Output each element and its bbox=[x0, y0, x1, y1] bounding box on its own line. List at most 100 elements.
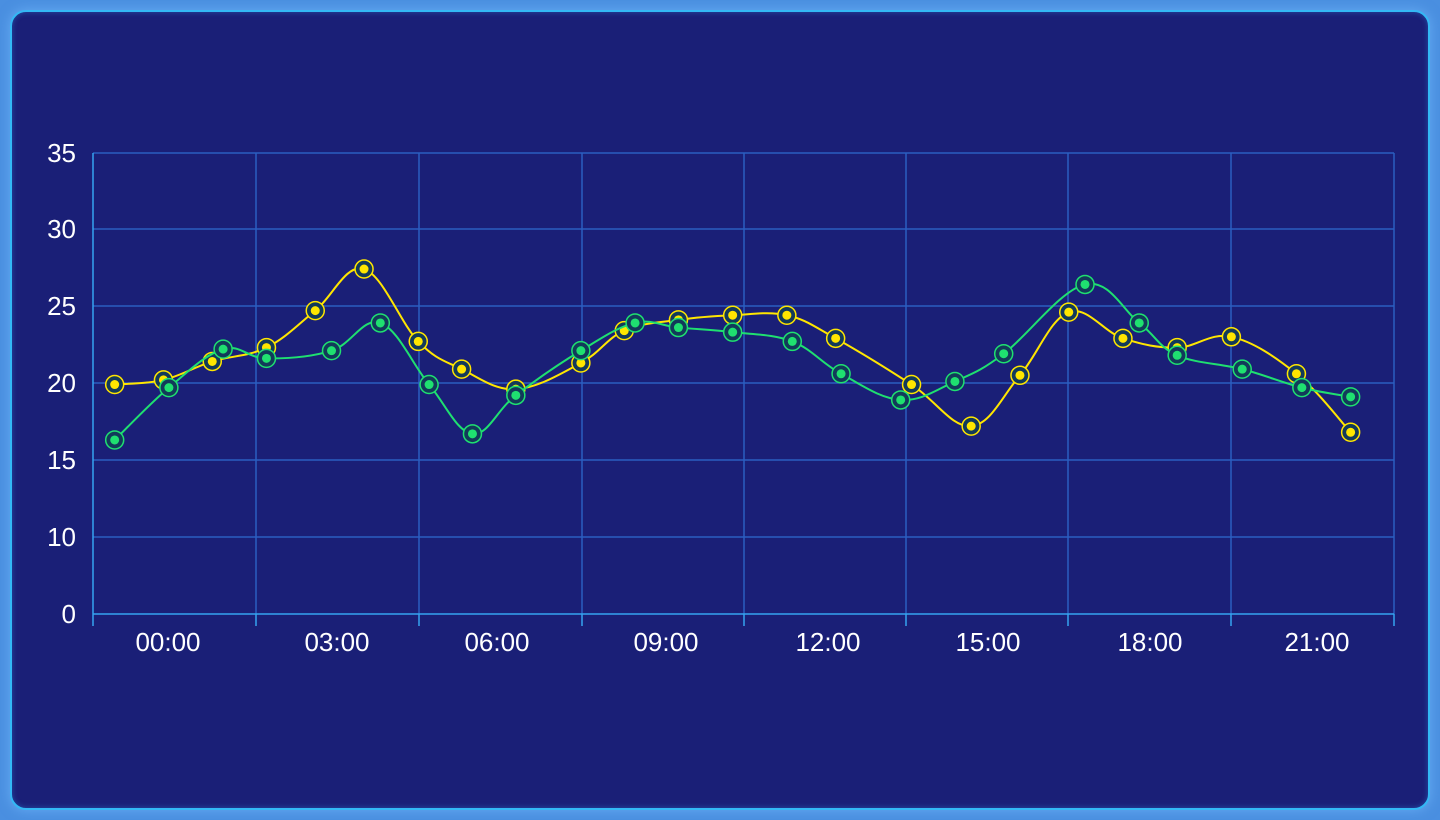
data-point[interactable] bbox=[104, 374, 125, 395]
data-point[interactable] bbox=[256, 348, 277, 369]
data-point-dot bbox=[359, 264, 369, 274]
data-point-dot bbox=[310, 306, 320, 316]
data-point[interactable] bbox=[506, 385, 526, 406]
data-point-dot bbox=[110, 435, 120, 445]
y-tick-label: 20 bbox=[47, 368, 76, 398]
data-point-dot bbox=[218, 344, 228, 354]
data-point-dot bbox=[728, 327, 738, 337]
x-axis-tick-labels: 00:00 03:00 06:00 09:00 12:00 15:00 18:00 21:00 bbox=[135, 627, 1349, 657]
data-point[interactable] bbox=[1292, 377, 1312, 398]
x-tick-label: 12:00 bbox=[795, 627, 860, 657]
y-tick-label: 15 bbox=[47, 445, 76, 475]
data-point[interactable] bbox=[722, 305, 743, 325]
y-tick-label: 10 bbox=[47, 522, 76, 552]
data-point-dot bbox=[787, 336, 797, 346]
data-point-dot bbox=[831, 333, 841, 343]
data-point[interactable] bbox=[825, 328, 846, 349]
series-line bbox=[114, 267, 1352, 433]
y-tick-label: 0 bbox=[62, 599, 76, 629]
data-point-dot bbox=[576, 346, 586, 356]
data-point-dot bbox=[1080, 279, 1090, 289]
data-point[interactable] bbox=[1232, 359, 1252, 379]
data-point-dot bbox=[327, 346, 337, 356]
data-point[interactable] bbox=[419, 374, 439, 395]
data-point-dot bbox=[1015, 370, 1025, 380]
y-tick-label: 35 bbox=[47, 138, 76, 168]
data-point-dot bbox=[467, 429, 477, 439]
data-point[interactable] bbox=[321, 340, 342, 361]
x-tick-label: 21:00 bbox=[1284, 627, 1349, 657]
data-point-dot bbox=[164, 383, 174, 393]
data-point-dot bbox=[1134, 318, 1144, 328]
data-point-dot bbox=[511, 390, 521, 400]
data-point-dot bbox=[1118, 333, 1128, 343]
data-point-dot bbox=[1226, 332, 1236, 342]
data-point-dot bbox=[896, 395, 906, 405]
data-point-dot bbox=[375, 318, 385, 328]
data-point[interactable] bbox=[213, 339, 233, 359]
data-point-dot bbox=[782, 310, 792, 320]
x-tick-label: 06:00 bbox=[464, 627, 529, 657]
data-point[interactable] bbox=[625, 313, 645, 333]
data-point-dot bbox=[424, 380, 434, 390]
data-point[interactable] bbox=[1059, 302, 1079, 322]
y-axis-tick-labels: 0 10 15 20 25 30 35 bbox=[47, 138, 76, 629]
data-point[interactable] bbox=[782, 331, 803, 352]
data-point[interactable] bbox=[104, 430, 125, 450]
data-point[interactable] bbox=[890, 390, 911, 410]
data-point[interactable] bbox=[1010, 365, 1030, 386]
data-point[interactable] bbox=[1167, 345, 1187, 366]
y-tick-label: 25 bbox=[47, 291, 76, 321]
data-point[interactable] bbox=[993, 343, 1014, 364]
data-point-dot bbox=[728, 310, 738, 320]
data-point[interactable] bbox=[1340, 387, 1361, 407]
data-point[interactable] bbox=[668, 317, 689, 338]
data-point[interactable] bbox=[1113, 328, 1133, 349]
series-2 bbox=[104, 274, 1361, 450]
grid-lines bbox=[93, 152, 1395, 614]
data-point[interactable] bbox=[1221, 327, 1242, 347]
data-point-dot bbox=[1237, 364, 1247, 374]
data-point[interactable] bbox=[722, 322, 743, 342]
x-tick-label: 00:00 bbox=[135, 627, 200, 657]
data-point[interactable] bbox=[1340, 422, 1361, 443]
data-point-dot bbox=[836, 369, 846, 379]
y-tick-label: 30 bbox=[47, 214, 76, 244]
data-point-dot bbox=[1346, 427, 1356, 437]
data-point[interactable] bbox=[831, 364, 851, 384]
data-point-dot bbox=[1297, 383, 1307, 393]
data-point[interactable] bbox=[571, 340, 591, 361]
chart-panel bbox=[10, 10, 1430, 810]
data-point-dot bbox=[966, 421, 976, 431]
data-point[interactable] bbox=[961, 416, 981, 436]
data-point[interactable] bbox=[777, 305, 797, 325]
axes bbox=[92, 153, 1395, 626]
data-point-dot bbox=[673, 323, 683, 333]
data-point[interactable] bbox=[1129, 313, 1149, 333]
data-point-dot bbox=[907, 380, 917, 390]
data-point[interactable] bbox=[451, 359, 472, 379]
data-point[interactable] bbox=[901, 374, 922, 395]
data-point-dot bbox=[261, 353, 271, 363]
data-series bbox=[104, 259, 1361, 450]
data-point[interactable] bbox=[1075, 274, 1095, 295]
data-point[interactable] bbox=[462, 424, 483, 444]
data-point-dot bbox=[457, 364, 467, 374]
data-point[interactable] bbox=[159, 377, 179, 398]
data-point-dot bbox=[413, 336, 423, 346]
x-tick-label: 09:00 bbox=[633, 627, 698, 657]
data-point[interactable] bbox=[370, 313, 391, 333]
x-tick-label: 18:00 bbox=[1117, 627, 1182, 657]
data-point[interactable] bbox=[354, 259, 374, 279]
data-point-dot bbox=[1346, 392, 1356, 402]
data-point[interactable] bbox=[305, 300, 326, 321]
data-point[interactable] bbox=[408, 331, 428, 352]
data-point-dot bbox=[950, 376, 960, 386]
x-tick-label: 15:00 bbox=[955, 627, 1020, 657]
data-point-dot bbox=[1064, 307, 1074, 317]
data-point[interactable] bbox=[945, 371, 965, 392]
data-point-dot bbox=[1291, 369, 1301, 379]
series-1 bbox=[104, 259, 1361, 443]
data-point-dot bbox=[630, 318, 640, 328]
